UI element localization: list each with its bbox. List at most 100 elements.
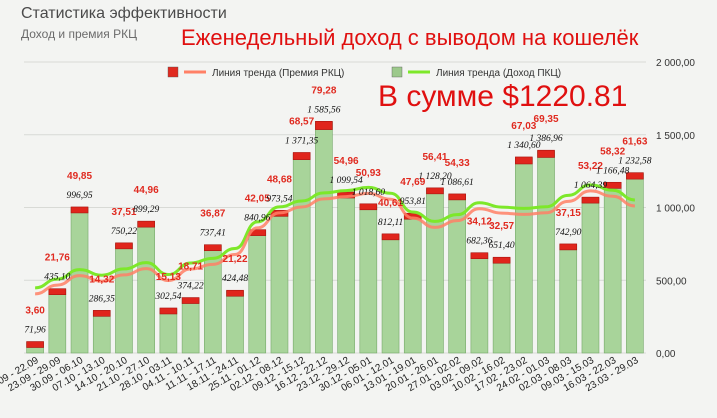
headline-overlay: Еженедельный доход с выводом на кошелёк (181, 25, 639, 50)
income-bar (581, 197, 600, 354)
premium-bar (159, 307, 178, 315)
premium-value-label: 21,22 (223, 254, 248, 265)
y-tick-label: 0,00 (656, 349, 676, 360)
premium-value-label: 67,03 (511, 121, 536, 132)
premium-bar (26, 341, 44, 348)
y-tick-label: 500,00 (656, 276, 687, 287)
premium-value-label: 15,13 (156, 272, 181, 283)
page-title: Статистика эффективности (21, 5, 227, 22)
income-value-label: 1 232,58 (618, 157, 652, 167)
income-value-label: 1 018,60 (352, 188, 386, 198)
income-value-label: 812,11 (378, 218, 403, 228)
income-value-label: 424,48 (222, 274, 248, 284)
premium-bar (581, 196, 600, 204)
income-bar (537, 150, 555, 354)
income-value-label: 1 386,96 (529, 134, 563, 144)
premium-bar (315, 121, 333, 130)
y-tick-label: 1 500,00 (656, 131, 695, 142)
premium-bar (48, 288, 67, 295)
premium-value-label: 56,41 (422, 152, 447, 163)
income-value-label: 682,36 (466, 237, 492, 247)
trend-lines (34, 183, 636, 296)
premium-bar (559, 243, 578, 251)
income-value-label: 996,95 (66, 191, 92, 201)
bars (26, 121, 644, 354)
premium-bar (448, 193, 466, 201)
income-value-label: 1 128,20 (418, 172, 452, 182)
income-bar (470, 253, 489, 354)
income-bar (559, 244, 578, 354)
income-value-label: 840,96 (244, 214, 270, 224)
premium-trend-line (34, 189, 636, 296)
income-value-label: 742,90 (555, 228, 581, 238)
premium-bar (603, 181, 622, 189)
premium-value-label: 47,69 (400, 177, 425, 188)
y-tick-label: 1 000,00 (656, 204, 695, 215)
premium-value-label: 53,22 (578, 161, 603, 172)
premium-bar (115, 242, 133, 250)
income-value-label: 1 099,54 (329, 176, 363, 186)
income-bar (115, 243, 133, 354)
data-labels: 71,96 3,60 435,10 21,76 996,95 49,85 286,35 14,… (24, 85, 651, 335)
y-tick-label: 2 000,00 (656, 58, 695, 69)
legend-swatch-bar (167, 66, 179, 78)
premium-bar (70, 206, 89, 214)
premium-bar (381, 233, 400, 241)
premium-bar (492, 256, 511, 264)
premium-value-label: 37,51 (111, 207, 136, 218)
premium-value-label: 40,61 (378, 198, 403, 209)
income-value-label: 71,96 (24, 326, 46, 336)
premium-value-label: 61,63 (622, 137, 647, 148)
income-value-label: 973,54 (266, 194, 292, 204)
income-value-label: 1 371,35 (285, 136, 319, 146)
legend-swatch-bar (391, 66, 403, 78)
premium-value-label: 50,93 (356, 168, 381, 179)
premium-bar (626, 172, 644, 180)
premium-value-label: 68,57 (289, 116, 314, 127)
income-bar (181, 298, 200, 354)
income-value-label: 1 166,48 (596, 166, 630, 176)
premium-value-label: 37,15 (556, 208, 581, 219)
income-bar (492, 257, 511, 354)
premium-value-label: 36,87 (200, 209, 225, 220)
total-sum-overlay: В сумме $1220.81 (378, 80, 628, 113)
premium-value-label: 34,12 (467, 217, 492, 228)
income-value-label: 750,22 (111, 227, 137, 237)
income-value-label: 302,54 (154, 292, 181, 302)
premium-bar (470, 252, 489, 260)
premium-value-label: 69,35 (534, 114, 559, 125)
income-bar (315, 122, 333, 354)
income-bar (48, 289, 67, 354)
income-bar (403, 213, 422, 354)
income-value-label: 1 585,56 (307, 105, 341, 115)
income-bar (426, 188, 444, 354)
income-value-label: 899,29 (133, 205, 159, 215)
income-bar (270, 211, 289, 354)
income-bar (226, 290, 244, 354)
premium-bar (515, 156, 533, 165)
income-value-label: 374,22 (177, 282, 204, 292)
premium-bar (181, 297, 200, 304)
premium-value-label: 58,32 (600, 146, 625, 157)
income-value-label: 286,35 (89, 294, 115, 304)
legend-label: Линия тренда (Доход ПКЦ) (436, 68, 561, 79)
income-value-label: 737,41 (200, 229, 226, 239)
premium-value-label: 49,85 (67, 171, 92, 182)
income-bar (603, 182, 622, 354)
premium-bar (204, 244, 222, 252)
premium-bar (537, 149, 555, 158)
page-subtitle: Доход и премия РКЦ (21, 27, 137, 41)
income-bar (359, 204, 378, 354)
premium-bar (137, 220, 155, 228)
legend: Линия тренда (Премия РКЦ) Линия тренда (Д… (167, 66, 561, 79)
premium-bar (92, 310, 111, 317)
income-value-label: 1 064,39 (574, 181, 608, 191)
income-bar (292, 153, 311, 354)
income-value-label: 1 340,60 (507, 141, 541, 151)
premium-value-label: 44,96 (134, 185, 159, 196)
income-value-label: 435,10 (44, 273, 70, 283)
premium-value-label: 21,76 (45, 253, 70, 264)
premium-value-label: 18,71 (178, 262, 203, 273)
